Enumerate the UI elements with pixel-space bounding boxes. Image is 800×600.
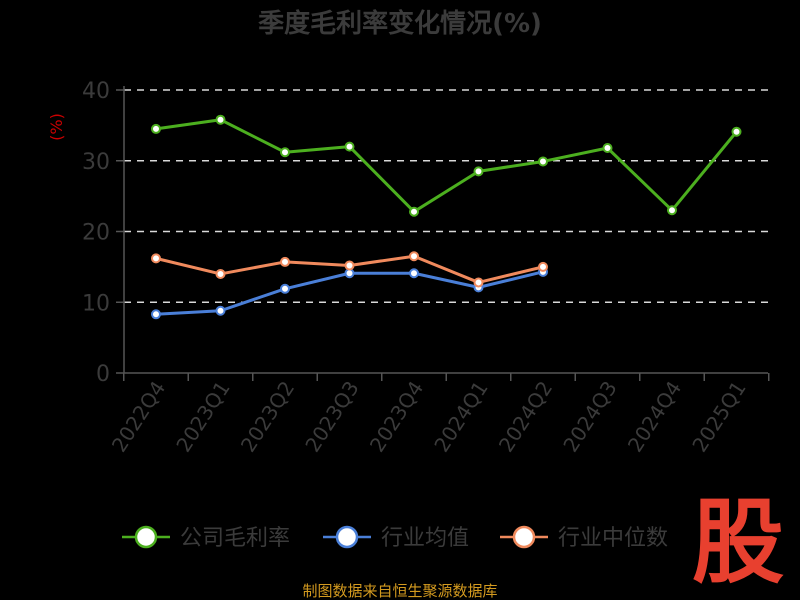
- legend-label: 行业中位数: [558, 526, 668, 551]
- y-tick-label: 0: [96, 362, 110, 387]
- legend-label: 公司毛利率: [180, 526, 290, 551]
- legend[interactable]: 公司毛利率 行业均值 行业中位数: [122, 525, 668, 551]
- legend-marker: [512, 525, 536, 549]
- source-note: 制图数据来自恒生聚源数据库: [302, 582, 497, 600]
- data-point[interactable]: [280, 147, 290, 158]
- legend-marker: [134, 525, 158, 549]
- data-point[interactable]: [151, 253, 161, 264]
- data-point[interactable]: [409, 268, 419, 279]
- series-0: [151, 114, 742, 217]
- y-tick-label: 10: [82, 291, 110, 316]
- data-point[interactable]: [731, 126, 742, 137]
- y-unit-label: (%): [47, 113, 66, 141]
- data-point[interactable]: [409, 206, 419, 217]
- x-tick-label: 2024Q3: [558, 377, 621, 457]
- axes: [123, 86, 770, 381]
- x-tick-label: 2023Q1: [171, 377, 234, 457]
- legend-marker: [335, 525, 359, 549]
- series-group: [151, 114, 742, 320]
- grid-lines: [116, 89, 768, 374]
- data-point[interactable]: [344, 141, 355, 152]
- data-point[interactable]: [473, 277, 484, 288]
- data-point[interactable]: [280, 283, 290, 294]
- data-point[interactable]: [151, 123, 161, 134]
- x-tick-label: 2024Q1: [429, 377, 492, 457]
- y-tick-labels: 0 10 20 30 40: [82, 79, 110, 387]
- data-point[interactable]: [602, 143, 613, 154]
- series-2: [151, 251, 548, 288]
- y-tick-label: 30: [82, 150, 110, 175]
- series-line: [155, 118, 738, 214]
- x-tick-label: 2022Q4: [107, 377, 170, 457]
- y-tick-label: 20: [82, 221, 110, 246]
- data-point[interactable]: [667, 205, 677, 216]
- y-tick-label: 40: [82, 79, 110, 104]
- data-point[interactable]: [215, 305, 226, 316]
- legend-item[interactable]: 行业均值: [323, 525, 469, 551]
- x-tick-label: 2023Q3: [300, 377, 363, 457]
- data-point[interactable]: [538, 261, 548, 272]
- data-point[interactable]: [215, 114, 226, 125]
- x-tick-label: 2025Q1: [687, 377, 750, 457]
- legend-item[interactable]: 行业中位数: [500, 525, 668, 551]
- legend-item[interactable]: 公司毛利率: [122, 525, 290, 551]
- legend-label: 行业均值: [381, 526, 469, 551]
- chart-title: 季度毛利率变化情况(%): [258, 8, 542, 39]
- x-tick-labels: 2022Q4 2023Q1 2023Q2 2023Q3 2023Q4 2024Q1 2024…: [107, 377, 751, 457]
- watermark-stamp: 股: [692, 489, 784, 596]
- series-1: [151, 266, 548, 320]
- data-point[interactable]: [538, 156, 548, 167]
- data-point[interactable]: [473, 166, 484, 177]
- x-tick-label: 2024Q2: [494, 377, 557, 457]
- x-tick-label: 2023Q4: [365, 377, 428, 457]
- data-point[interactable]: [409, 251, 419, 262]
- data-point[interactable]: [215, 268, 226, 279]
- data-point[interactable]: [344, 260, 355, 271]
- data-point[interactable]: [280, 256, 290, 267]
- data-point[interactable]: [151, 309, 161, 320]
- x-tick-label: 2024Q4: [623, 377, 686, 457]
- x-tick-label: 2023Q2: [236, 377, 299, 457]
